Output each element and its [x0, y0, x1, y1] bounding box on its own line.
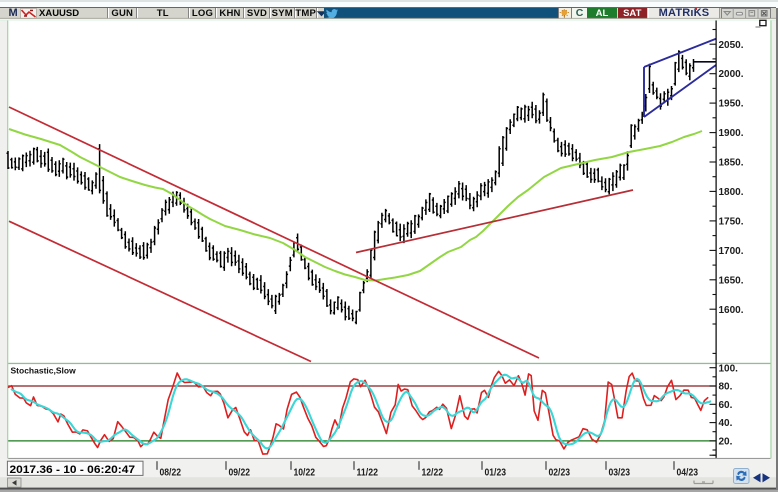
svg-text:04/23: 04/23 — [677, 468, 699, 479]
svg-text:20.: 20. — [719, 437, 733, 448]
svg-text:1850.: 1850. — [719, 158, 744, 169]
svg-text:2050.: 2050. — [719, 40, 744, 51]
svg-text:08/22: 08/22 — [160, 468, 182, 479]
svg-text:Stochastic,Slow: Stochastic,Slow — [11, 366, 77, 376]
svg-text:100.: 100. — [719, 363, 739, 374]
svg-text:1800.: 1800. — [719, 187, 744, 198]
svg-text:11/22: 11/22 — [357, 468, 379, 479]
svg-text:80.: 80. — [719, 382, 733, 393]
svg-text:1750.: 1750. — [719, 217, 744, 228]
svg-text:2017.36 - 10 - 06:20:47: 2017.36 - 10 - 06:20:47 — [10, 464, 136, 476]
svg-text:03/23: 03/23 — [609, 468, 631, 479]
svg-text:40.: 40. — [719, 418, 733, 429]
svg-text:1950.: 1950. — [719, 99, 744, 110]
svg-text:10/22: 10/22 — [294, 468, 316, 479]
svg-text:01/23: 01/23 — [485, 468, 507, 479]
svg-text:09/22: 09/22 — [229, 468, 251, 479]
svg-text:1700.: 1700. — [719, 246, 744, 257]
svg-text:02/23: 02/23 — [549, 468, 571, 479]
svg-text:2000.: 2000. — [719, 69, 744, 80]
svg-text:1600.: 1600. — [719, 305, 744, 316]
svg-text:1900.: 1900. — [719, 128, 744, 139]
svg-text:1650.: 1650. — [719, 275, 744, 286]
svg-text:60.: 60. — [719, 400, 733, 411]
svg-text:12/22: 12/22 — [422, 468, 444, 479]
